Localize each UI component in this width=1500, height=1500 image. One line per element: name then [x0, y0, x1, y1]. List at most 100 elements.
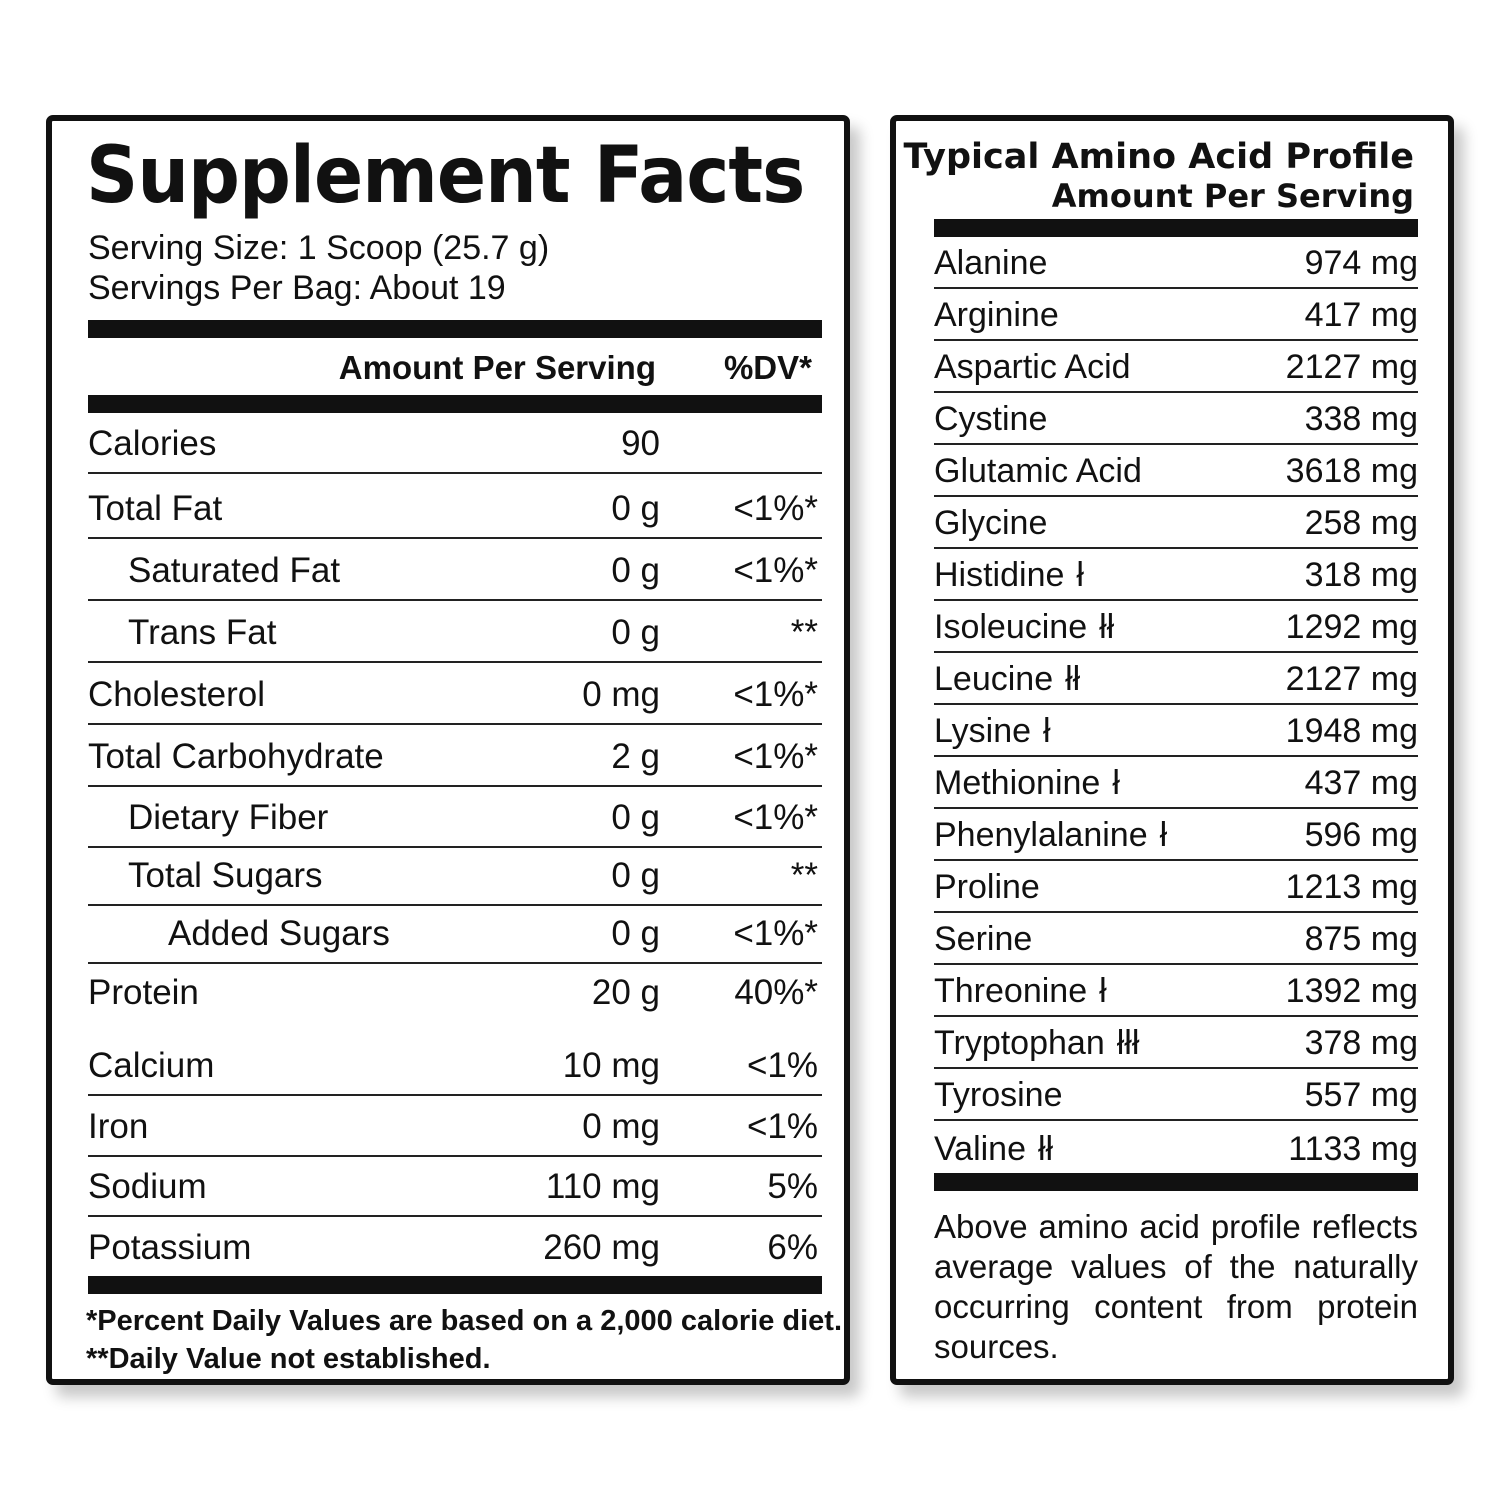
amino-name: Tyrosine: [934, 1076, 1063, 1115]
amino-row: Methionine ł 437 mg: [934, 757, 1418, 809]
amino-value: 437 mg: [1304, 764, 1418, 802]
nutrient-dv: <1%: [746, 1046, 818, 1085]
nutrient-dv: <1%*: [733, 737, 818, 776]
amino-value: 875 mg: [1304, 920, 1418, 958]
amino-row: Valine łł 1133 mg: [934, 1121, 1418, 1173]
supplement-facts-panel: Supplement Facts Serving Size: 1 Scoop (…: [46, 115, 850, 1385]
amino-value: 1292 mg: [1285, 608, 1418, 646]
nutrient-dv: <1%: [746, 1107, 818, 1146]
nutrient-amount: 90: [621, 424, 660, 463]
nutrient-dv: **: [790, 613, 818, 652]
amino-essential-mark: ł: [1159, 816, 1168, 854]
amino-name: Glycine: [934, 504, 1047, 543]
nutrient-amount: 2 g: [611, 737, 660, 776]
supplement-row: Protein 20 g 40%*: [88, 964, 822, 1021]
serving-size: Serving Size: 1 Scoop (25.7 g): [88, 229, 550, 267]
amino-row: Proline 1213 mg: [934, 861, 1418, 913]
nutrient-amount: 0 g: [611, 856, 660, 895]
servings-per-bag: Servings Per Bag: About 19: [88, 269, 506, 307]
amino-name-text: Arginine: [934, 296, 1059, 334]
nutrient-label: Potassium: [88, 1228, 252, 1267]
amino-essential-mark: ł: [1112, 764, 1120, 802]
amino-name-text: Tryptophan: [934, 1024, 1105, 1062]
amino-row: Glycine 258 mg: [934, 497, 1418, 549]
thick-divider-bottom: [88, 1276, 822, 1294]
nutrient-dv: 5%: [767, 1167, 818, 1206]
amino-profile-title: Typical Amino Acid Profile: [903, 137, 1414, 177]
amino-value: 1392 mg: [1285, 972, 1418, 1010]
nutrient-dv: <1%*: [733, 551, 818, 590]
nutrient-dv: 40%*: [734, 973, 818, 1012]
supplement-row: Iron 0 mg <1%: [88, 1096, 822, 1157]
amino-profile-note: Above amino acid profile reflects averag…: [934, 1208, 1418, 1365]
supplement-row: Total Carbohydrate 2 g <1%*: [88, 725, 822, 787]
amino-value: 974 mg: [1304, 244, 1418, 282]
amino-row: Tyrosine 557 mg: [934, 1069, 1418, 1121]
nutrient-label: Trans Fat: [128, 613, 277, 652]
amino-row: Alanine 974 mg: [934, 237, 1418, 289]
nutrient-label: Iron: [88, 1107, 149, 1146]
amino-value: 2127 mg: [1285, 660, 1418, 698]
nutrient-label: Saturated Fat: [128, 551, 341, 590]
amino-name-text: Proline: [934, 868, 1040, 906]
amino-essential-mark: łł: [1065, 660, 1081, 698]
thick-divider-top: [88, 320, 822, 338]
supplement-row: Potassium 260 mg 6%: [88, 1217, 822, 1276]
amino-essential-mark: ł: [1043, 712, 1051, 750]
amino-name: Proline: [934, 868, 1040, 907]
amino-name: Lysine ł: [934, 712, 1051, 751]
supplement-row: Cholesterol 0 mg <1%*: [88, 663, 822, 725]
nutrient-amount: 260 mg: [543, 1228, 660, 1267]
supplement-facts-title: Supplement Facts: [86, 131, 805, 221]
nutrient-label: Added Sugars: [168, 914, 390, 953]
amino-essential-mark: łł: [1099, 608, 1115, 646]
amino-profile-subtitle: Amount Per Serving: [1051, 177, 1414, 215]
amino-row: Isoleucine łł 1292 mg: [934, 601, 1418, 653]
amino-value: 378 mg: [1304, 1024, 1418, 1062]
amino-name: Isoleucine łł: [934, 608, 1114, 647]
nutrient-dv: <1%*: [733, 798, 818, 837]
supplement-row: Calories 90: [88, 413, 822, 474]
amino-value: 596 mg: [1304, 816, 1418, 854]
nutrient-amount: 10 mg: [562, 1046, 660, 1085]
nutrient-label: Protein: [88, 973, 199, 1012]
amino-row: Threonine ł 1392 mg: [934, 965, 1418, 1017]
amino-name-text: Methionine: [934, 764, 1101, 802]
amino-name-text: Valine: [934, 1130, 1026, 1168]
amino-row: Phenylalanine ł 596 mg: [934, 809, 1418, 861]
amount-per-serving-header: Amount Per Serving: [338, 349, 656, 386]
nutrient-amount: 0 g: [611, 613, 660, 652]
amino-row: Cystine 338 mg: [934, 393, 1418, 445]
amino-name: Glutamic Acid: [934, 452, 1142, 491]
nutrient-amount: 0 g: [611, 489, 660, 528]
amino-value: 338 mg: [1304, 400, 1418, 438]
nutrient-dv: <1%*: [733, 489, 818, 528]
amino-name: Alanine: [934, 244, 1047, 283]
amino-name-text: Aspartic Acid: [934, 348, 1131, 386]
amino-name-text: Glutamic Acid: [934, 452, 1142, 490]
supplement-row: Saturated Fat 0 g <1%*: [88, 539, 822, 601]
supplement-row: Added Sugars 0 g <1%*: [88, 906, 822, 964]
amino-name-text: Isoleucine: [934, 608, 1088, 646]
amino-name-text: Threonine: [934, 972, 1088, 1010]
supplement-row: Calcium 10 mg <1%: [88, 1039, 822, 1096]
nutrient-amount: 0 mg: [582, 1107, 660, 1146]
nutrient-dv: <1%*: [733, 914, 818, 953]
amino-name-text: Lysine: [934, 712, 1032, 750]
nutrient-dv: <1%*: [733, 675, 818, 714]
footnote-dv-not-established: **Daily Value not established.: [86, 1343, 491, 1375]
nutrient-label: Total Fat: [88, 489, 223, 528]
nutrient-label: Total Carbohydrate: [88, 737, 384, 776]
nutrient-dv: **: [790, 856, 818, 895]
supplement-row: Total Sugars 0 g **: [88, 848, 822, 906]
amino-name-text: Histidine: [934, 556, 1065, 594]
amino-name-text: Serine: [934, 920, 1033, 958]
amino-name: Phenylalanine ł: [934, 816, 1167, 855]
amino-value: 417 mg: [1304, 296, 1418, 334]
supplement-row: Trans Fat 0 g **: [88, 601, 822, 663]
nutrient-amount: 0 mg: [582, 675, 660, 714]
amino-row: Lysine ł 1948 mg: [934, 705, 1418, 757]
amino-value: 2127 mg: [1285, 348, 1418, 386]
amino-name: Aspartic Acid: [934, 348, 1131, 387]
amino-essential-mark: ł: [1076, 556, 1084, 594]
